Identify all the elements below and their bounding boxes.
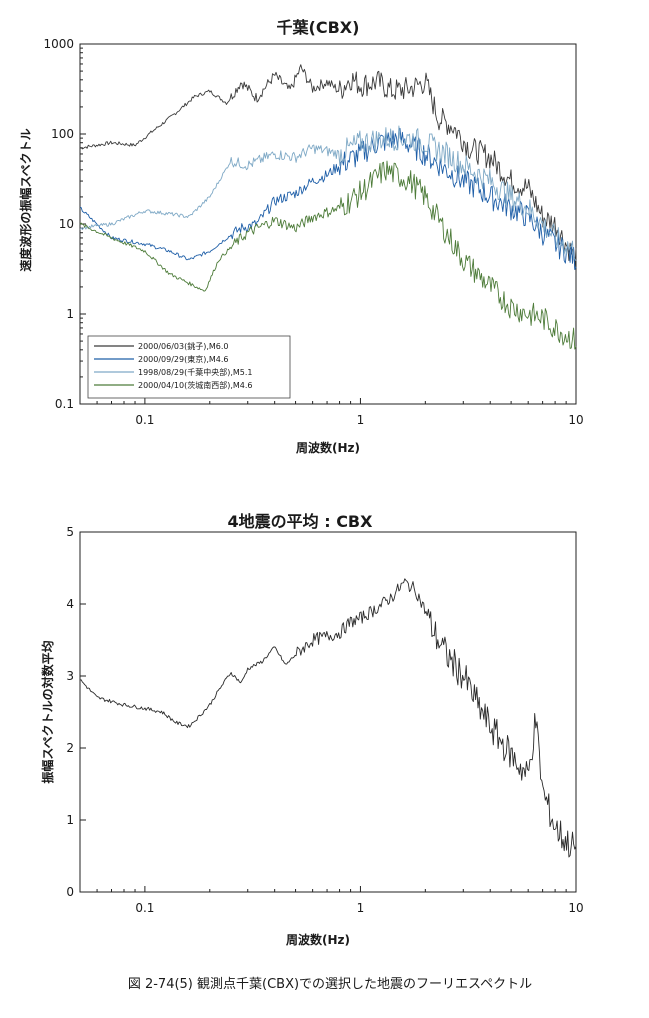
legend-label: 1998/08/29(千葉中央部),M5.1 [138,367,253,377]
x-tick-label: 10 [568,901,583,915]
chart-2-title: 4地震の平均 : CBX [228,512,374,531]
series-line-2 [79,127,577,271]
chart-1-y-label: 速度波形の振幅スペクトル [18,128,33,271]
chart-1: 千葉(CBX) 0.1 1 10 0.1 1 10 100 1000 周波数(Hz) 速度波形… [18,18,584,455]
y-tick-label: 1 [66,307,74,321]
x-tick-label: 0.1 [135,901,154,915]
chart-1-title: 千葉(CBX) [277,18,360,37]
chart-2-plot-frame [79,531,577,893]
y-tick-label: 1000 [43,37,74,51]
legend-items: 2000/06/03(銚子),M6.0 2000/09/29(東京),M4.6 19… [94,341,253,390]
chart-1-x-label: 周波数(Hz) [296,440,360,455]
legend-label: 2000/09/29(東京),M4.6 [138,354,229,364]
chart-2-x-label: 周波数(Hz) [286,932,350,947]
x-tick-label: 0.1 [135,413,154,427]
chart-2-ticks: 0.1 1 10 0 1 2 3 4 5 [66,525,583,915]
x-tick-label: 1 [357,901,365,915]
y-tick-label: 10 [59,217,74,231]
series-line-4 [79,160,577,350]
y-tick-label: 4 [66,597,74,611]
y-tick-label: 1 [66,813,74,827]
x-tick-label: 10 [568,413,583,427]
y-tick-label: 100 [51,127,74,141]
legend-label: 2000/06/03(銚子),M6.0 [138,341,229,351]
chart-2: 4地震の平均 : CBX 0.1 1 10 0 1 2 3 4 5 周波数(Hz) 振幅スペクト… [40,512,584,947]
series-line-3 [79,125,577,262]
series-line-1 [79,578,577,858]
chart-2-y-label: 振幅スペクトルの対数平均 [40,640,55,783]
x-tick-label: 1 [357,413,365,427]
y-tick-label: 0 [66,885,74,899]
y-tick-label: 0.1 [55,397,74,411]
series-line-1 [79,64,577,269]
y-tick-label: 3 [66,669,74,683]
legend-label: 2000/04/10(茨城南西部),M4.6 [138,380,253,390]
chart-1-ticks: 0.1 1 10 0.1 1 10 100 1000 [43,37,583,427]
y-tick-label: 2 [66,741,74,755]
y-tick-label: 5 [66,525,74,539]
chart-1-series-group [79,64,577,350]
figure-caption: 図 2-74(5) 観測点千葉(CBX)での選択した地震のフーリエスペクトル [128,977,532,992]
chart-1-legend: 2000/06/03(銚子),M6.0 2000/09/29(東京),M4.6 19… [87,335,291,399]
chart-2-series-group [79,578,577,858]
